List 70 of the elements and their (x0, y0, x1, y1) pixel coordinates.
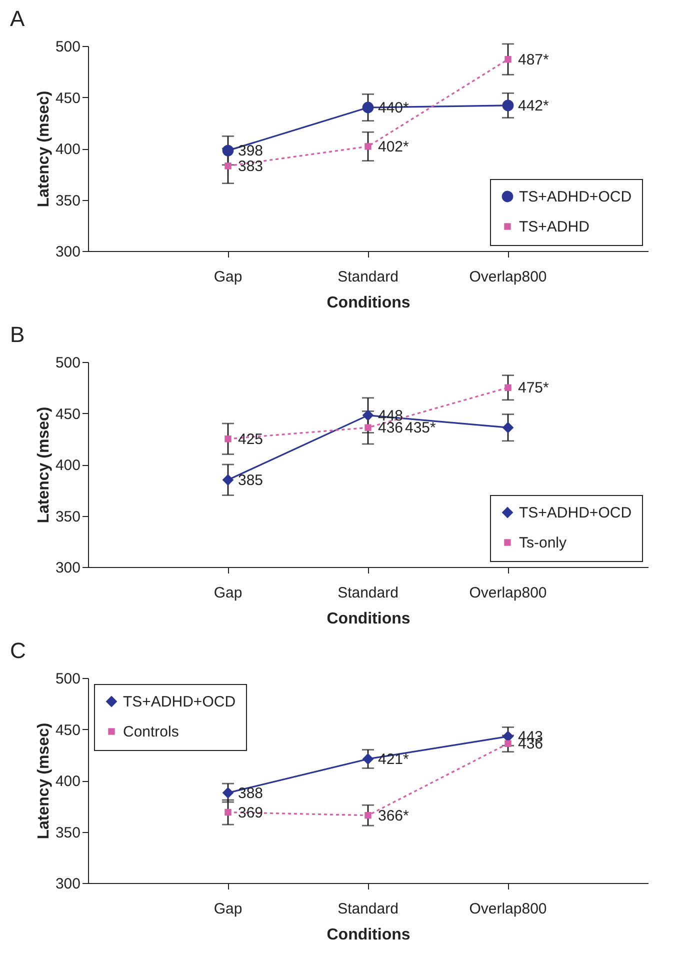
data-label: 436 (378, 420, 404, 437)
point (222, 144, 234, 156)
data-label: 398 (238, 142, 264, 160)
y-axis-title: Latency (msec) (35, 90, 52, 208)
y-axis-title: Latency (msec) (35, 722, 52, 840)
data-label: 383 (238, 158, 264, 175)
x-tick-label: Standard (338, 268, 398, 286)
y-tick-label: 400 (55, 141, 80, 158)
point (504, 56, 512, 63)
x-tick-label: Gap (214, 268, 242, 286)
data-label: 369 (238, 804, 264, 822)
point (362, 102, 374, 114)
x-axis-title: Conditions (326, 610, 410, 628)
y-tick-label: 450 (55, 90, 80, 107)
y-tick-label: 400 (55, 773, 80, 790)
legend-label: Ts-only (519, 534, 568, 552)
y-tick-label: 500 (55, 38, 80, 56)
point (224, 808, 232, 816)
point (362, 410, 374, 421)
data-label: 385 (238, 472, 264, 489)
data-label: 425 (238, 430, 264, 448)
point (364, 424, 372, 431)
y-axis-title: Latency (msec) (35, 406, 52, 524)
y-tick-label: 500 (55, 670, 80, 688)
y-tick-label: 350 (55, 192, 80, 210)
y-tick-label: 450 (55, 722, 80, 739)
data-label: 442* (518, 97, 550, 114)
point (222, 787, 234, 798)
data-label: 487* (518, 51, 550, 68)
y-tick-label: 500 (55, 354, 80, 372)
point (504, 384, 512, 391)
x-tick-label: Overlap800 (469, 584, 547, 602)
point (504, 740, 512, 747)
y-tick-label: 300 (55, 244, 80, 260)
y-tick-label: 450 (55, 406, 80, 423)
x-tick-label: Gap (214, 900, 242, 918)
x-axis-title: Conditions (326, 294, 410, 312)
point (502, 100, 514, 112)
point (364, 812, 372, 819)
x-axis-title: Conditions (326, 926, 410, 944)
y-tick-label: 350 (55, 508, 80, 526)
legend-label: Controls (123, 724, 179, 740)
data-label: 388 (238, 784, 264, 802)
legend-label: TS+ADHD (519, 218, 590, 236)
y-tick-label: 300 (55, 560, 80, 576)
x-tick-label: Overlap800 (469, 900, 547, 918)
chart-title: A (10, 6, 25, 31)
chart-title: B (10, 322, 25, 347)
point (364, 143, 372, 150)
data-label: 402* (378, 138, 410, 156)
legend-label: TS+ADHD+OCD (519, 504, 632, 522)
point (502, 422, 514, 434)
y-tick-label: 400 (55, 457, 80, 474)
y-tick-label: 350 (55, 824, 80, 842)
legend-label: TS+ADHD+OCD (519, 188, 632, 206)
legend-label: TS+ADHD+OCD (123, 694, 236, 710)
point (224, 162, 232, 170)
x-tick-label: Standard (338, 900, 398, 918)
x-tick-label: Standard (338, 584, 398, 602)
chart-title: C (10, 638, 26, 663)
data-label: 366* (378, 807, 410, 824)
annotation: 435* (405, 420, 436, 437)
x-tick-label: Gap (214, 584, 242, 602)
point (362, 753, 374, 765)
point (224, 436, 232, 442)
x-tick-label: Overlap800 (469, 268, 547, 286)
y-tick-label: 300 (55, 876, 80, 892)
data-label: 475* (518, 380, 550, 397)
point (222, 474, 234, 486)
data-label: 421* (378, 750, 410, 768)
